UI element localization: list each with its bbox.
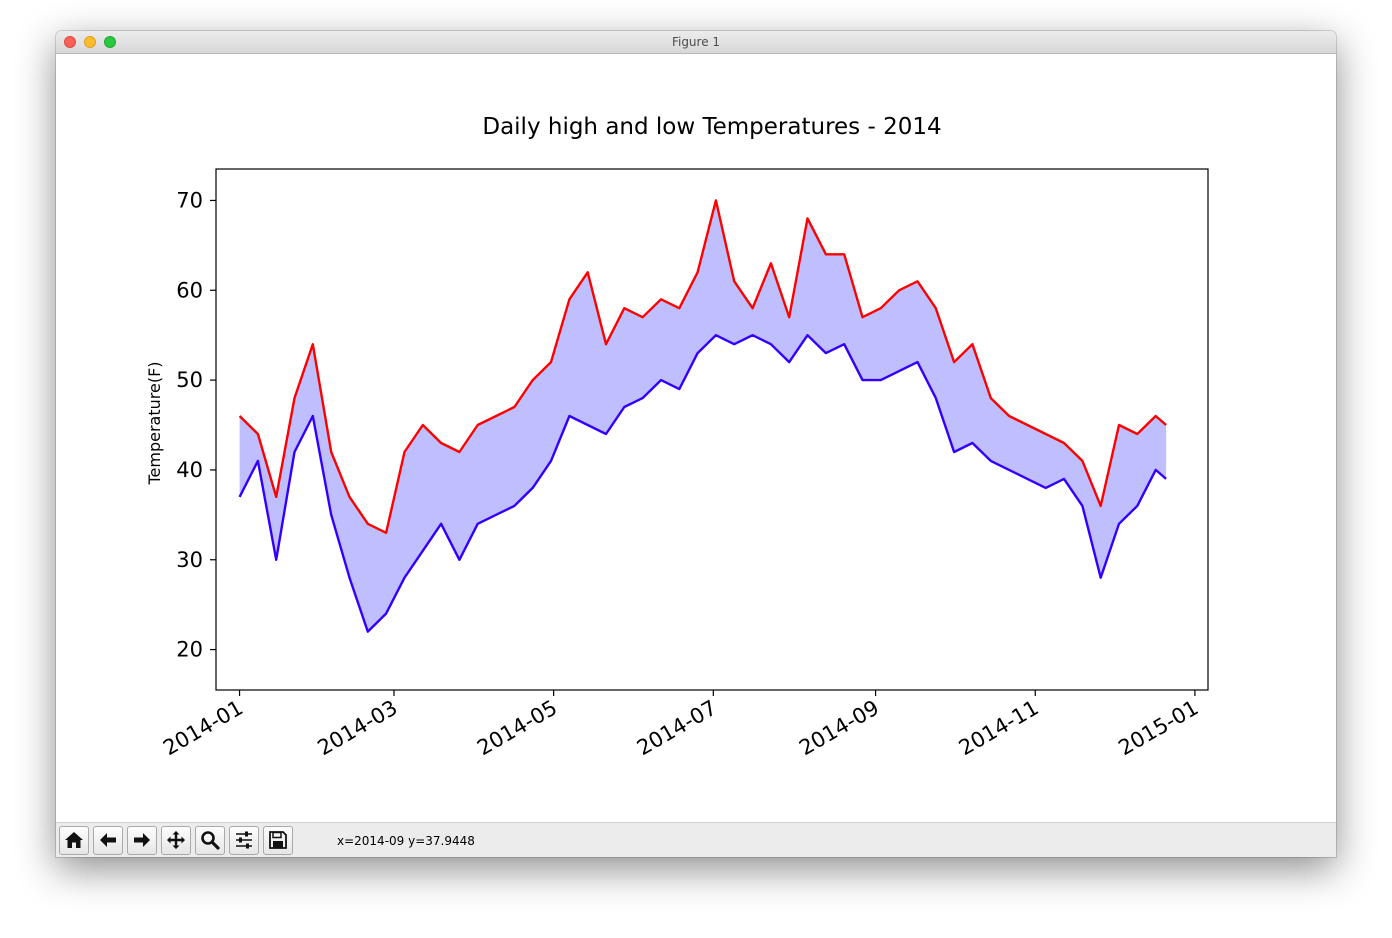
chart-title: Daily high and low Temperatures - 2014 (482, 114, 941, 140)
minimize-window-button[interactable] (84, 36, 96, 48)
navigation-toolbar: x=2014-09 y=37.9448 (56, 822, 1336, 857)
high-temperature-line (238, 199, 1167, 534)
y-tick-label: 30 (176, 548, 203, 572)
figure-window: Figure 1 Daily high and low Temperatures… (56, 31, 1336, 857)
pan-icon (167, 831, 185, 849)
save-icon (269, 831, 287, 849)
subplots-icon (236, 831, 252, 849)
zoom-button[interactable] (195, 826, 225, 855)
maximize-window-button[interactable] (104, 36, 116, 48)
forward-button[interactable] (127, 826, 157, 855)
zoom-icon (201, 831, 220, 850)
x-tick-label: 2014-07 (633, 696, 721, 761)
y-tick-label: 60 (176, 278, 203, 302)
home-icon (65, 832, 83, 848)
window-title: Figure 1 (671, 35, 721, 49)
back-arrow-icon (100, 833, 116, 847)
x-tick-label: 2015-01 (1114, 696, 1202, 761)
x-tick-label: 2014-11 (955, 696, 1043, 761)
subplots-button[interactable] (229, 826, 259, 855)
figure-canvas[interactable]: Daily high and low Temperatures - 2014 T… (56, 54, 1336, 822)
x-tick-label: 2014-03 (313, 696, 401, 761)
y-axis-label: Temperature(F) (145, 361, 164, 485)
temperature-chart: Daily high and low Temperatures - 2014 T… (145, 114, 1209, 761)
home-button[interactable] (59, 826, 89, 855)
x-tick-label: 2014-05 (473, 696, 561, 761)
forward-arrow-icon (134, 833, 150, 847)
close-window-button[interactable] (64, 36, 76, 48)
plot-frame (215, 168, 1209, 691)
save-button[interactable] (263, 826, 293, 855)
title-bar: Figure 1 (56, 31, 1336, 54)
low-temperature-line (238, 334, 1167, 633)
y-tick-label: 50 (176, 368, 203, 392)
y-tick-label: 40 (176, 458, 203, 482)
cursor-coordinates: x=2014-09 y=37.9448 (337, 834, 475, 848)
y-tick-label: 70 (176, 188, 203, 212)
y-tick-label: 20 (176, 638, 203, 662)
x-tick-label: 2014-09 (795, 696, 883, 761)
back-button[interactable] (93, 826, 123, 855)
temperature-range-fill (239, 200, 1167, 632)
x-tick-label: 2014-01 (159, 696, 247, 761)
pan-button[interactable] (161, 826, 191, 855)
